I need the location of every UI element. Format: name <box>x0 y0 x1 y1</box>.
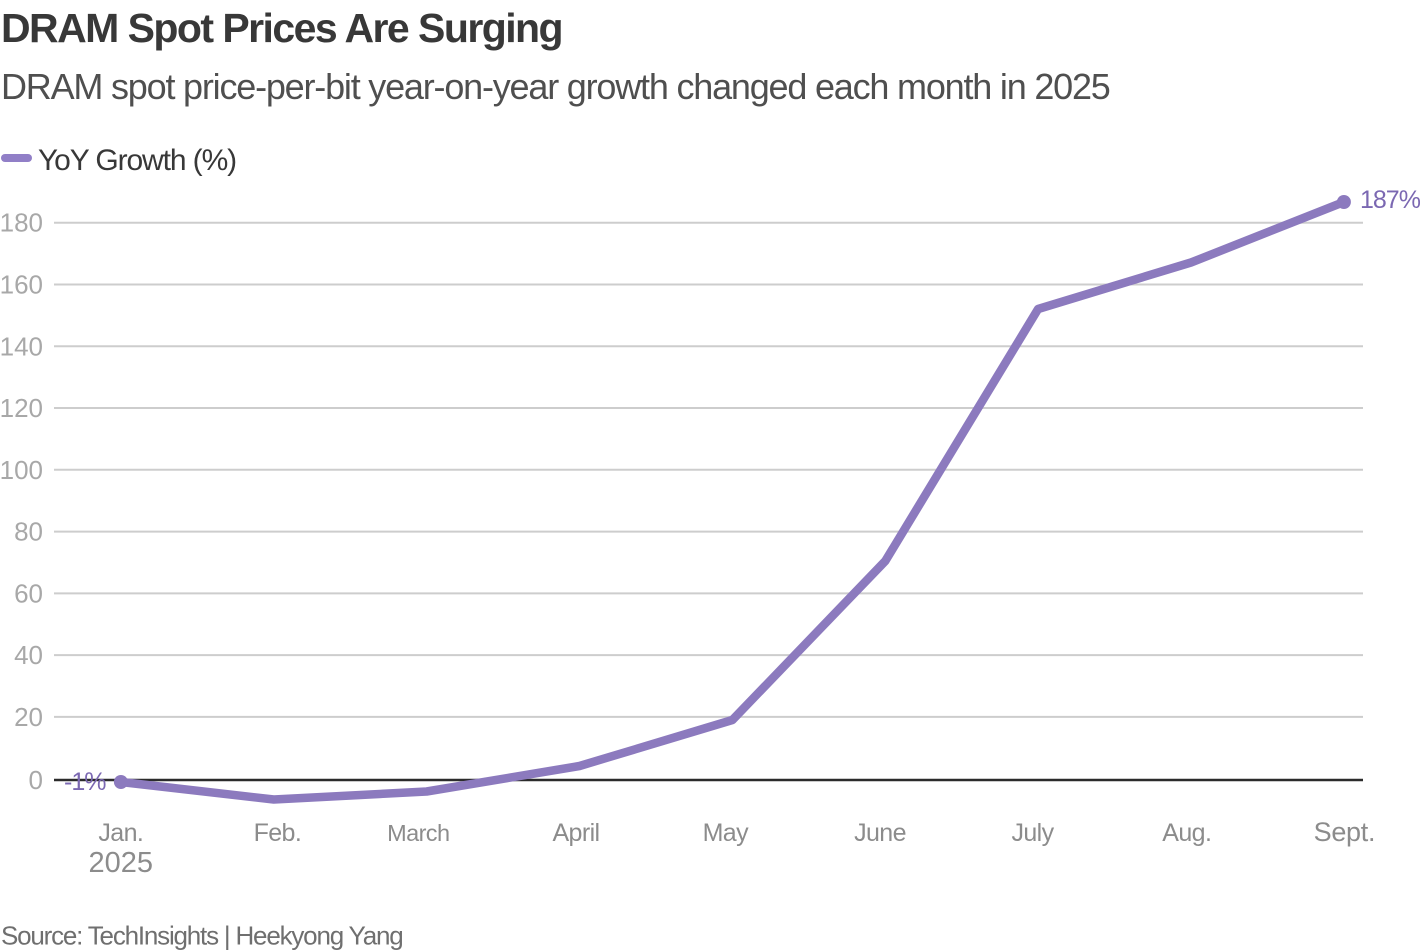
svg-text:2025: 2025 <box>89 847 154 879</box>
svg-text:March: March <box>387 820 449 846</box>
svg-text:May: May <box>703 819 750 847</box>
svg-text:Jan.: Jan. <box>98 819 143 847</box>
svg-text:160: 160 <box>0 270 43 300</box>
svg-text:140: 140 <box>0 331 43 361</box>
svg-text:-1%: -1% <box>64 768 106 796</box>
svg-text:40: 40 <box>14 640 43 670</box>
svg-text:Feb.: Feb. <box>254 819 302 847</box>
svg-text:Sept.: Sept. <box>1314 817 1376 847</box>
svg-text:April: April <box>552 819 599 847</box>
svg-text:DRAM Spot Prices Are Surging: DRAM Spot Prices Are Surging <box>1 5 562 51</box>
svg-text:June: June <box>854 819 906 847</box>
svg-text:Source: TechInsights | Heekyon: Source: TechInsights | Heekyong Yang <box>1 921 403 951</box>
svg-text:60: 60 <box>14 578 43 608</box>
svg-text:YoY Growth (%): YoY Growth (%) <box>38 144 236 177</box>
svg-text:July: July <box>1011 819 1054 847</box>
svg-text:180: 180 <box>0 208 43 238</box>
svg-text:0: 0 <box>29 765 43 795</box>
svg-text:80: 80 <box>14 517 43 547</box>
svg-text:DRAM spot price-per-bit year-o: DRAM spot price-per-bit year-on-year gro… <box>1 66 1110 107</box>
svg-text:20: 20 <box>14 702 43 732</box>
svg-text:Aug.: Aug. <box>1162 819 1211 847</box>
svg-text:187%: 187% <box>1360 186 1420 214</box>
svg-text:100: 100 <box>0 455 43 485</box>
svg-text:120: 120 <box>0 393 43 423</box>
